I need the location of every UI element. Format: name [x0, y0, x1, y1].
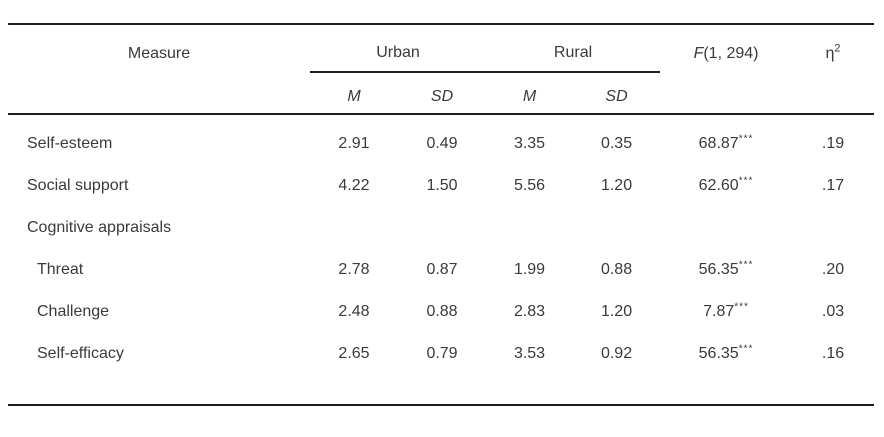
urban-m-cell: 2.78: [338, 261, 370, 278]
rural-sd-label: SD: [605, 88, 628, 105]
urban-sd-label: SD: [430, 88, 454, 105]
significance-stars: ***: [734, 301, 749, 313]
rural-sd-cell: [573, 207, 660, 249]
significance-stars: ***: [738, 343, 754, 355]
f-value-cell: 56.35***: [660, 333, 792, 405]
anova-results-table: Measure Urban Rural F(1, 294) η2 M SD M …: [8, 23, 875, 406]
header-spacer-eta: [792, 72, 875, 115]
eta-exponent: 2: [834, 42, 841, 55]
eta-squared-cell: [792, 207, 874, 249]
header-eta-squared: η2: [792, 24, 874, 72]
rural-m-cell: 1.99: [513, 261, 546, 278]
table-body: Self-esteem 2.91 0.49 3.35 0.35 68.87***…: [8, 114, 874, 405]
header-rural-sd: SD: [573, 72, 661, 115]
f-value-cell: 7.87***: [660, 291, 792, 333]
f-degrees-of-freedom: (1, 294): [703, 44, 759, 62]
f-symbol: F: [693, 44, 704, 62]
header-stat-row: M SD M SD: [8, 72, 875, 115]
table-row-self-esteem: Self-esteem 2.91 0.49 3.35 0.35 68.87***…: [8, 114, 874, 165]
eta-symbol: η: [825, 44, 835, 62]
f-value: 68.87: [698, 135, 739, 152]
rural-m-cell: 3.35: [513, 135, 546, 152]
f-value: 56.35: [698, 261, 739, 278]
f-value-cell: 62.60***: [660, 165, 792, 207]
rural-sd-cell: 1.20: [600, 303, 633, 320]
urban-m-cell: 2.65: [338, 345, 370, 362]
header-spacer-measure: [8, 72, 310, 115]
eta-squared-cell: .19: [821, 135, 845, 152]
rural-group-label: Rural: [553, 44, 593, 61]
table-row-challenge: Challenge 2.48 0.88 2.83 1.20 7.87*** .0…: [8, 291, 874, 333]
measure-cell: Self-efficacy: [37, 345, 124, 362]
f-value: 56.35: [698, 345, 739, 362]
rural-m-label: M: [522, 88, 537, 105]
urban-m-cell: 2.48: [338, 303, 370, 320]
significance-stars: ***: [738, 259, 754, 271]
measure-cell: Challenge: [37, 303, 110, 320]
f-value-cell: 68.87***: [660, 114, 792, 165]
f-value: 7.87: [703, 303, 735, 320]
measure-cell: Self-esteem: [27, 135, 113, 152]
eta-squared-cell: .17: [821, 177, 845, 194]
table-row-self-efficacy: Self-efficacy 2.65 0.79 3.53 0.92 56.35*…: [8, 333, 874, 405]
table-row-cognitive-appraisals: Cognitive appraisals: [8, 207, 874, 249]
header-urban-sd: SD: [398, 72, 487, 115]
significance-stars: ***: [738, 175, 754, 187]
header-spacer-f: [660, 72, 793, 115]
urban-m-label: M: [347, 88, 361, 105]
eta-squared-cell: .03: [821, 303, 845, 320]
eta-squared-cell: .16: [821, 345, 845, 362]
rural-m-cell: 5.56: [513, 177, 546, 194]
significance-stars: ***: [738, 133, 754, 145]
urban-sd-cell: 0.87: [426, 261, 458, 278]
f-value: 62.60: [698, 177, 739, 194]
header-group-row: Measure Urban Rural F(1, 294) η2: [8, 24, 874, 73]
f-value-cell: 56.35***: [660, 249, 792, 291]
urban-sd-cell: 0.79: [426, 345, 458, 362]
results-table-container: Measure Urban Rural F(1, 294) η2 M SD M …: [8, 23, 875, 406]
urban-m-cell: 2.91: [338, 135, 370, 152]
table-header: Measure Urban Rural F(1, 294) η2 M SD M …: [8, 24, 875, 115]
urban-m-cell: [310, 207, 398, 249]
header-group-rural: Rural: [486, 24, 661, 73]
rural-sd-cell: 0.88: [600, 261, 633, 278]
urban-m-cell: 4.22: [338, 177, 370, 194]
header-f-statistic: F(1, 294): [660, 24, 792, 72]
measure-cell: Social support: [27, 177, 129, 194]
urban-sd-cell: 0.88: [426, 303, 458, 320]
urban-sd-cell: [398, 207, 486, 249]
table-row-threat: Threat 2.78 0.87 1.99 0.88 56.35*** .20: [8, 249, 874, 291]
measure-section-cell: Cognitive appraisals: [27, 219, 172, 236]
table-row-social-support: Social support 4.22 1.50 5.56 1.20 62.60…: [8, 165, 874, 207]
urban-group-label: Urban: [376, 44, 420, 61]
header-urban-m: M: [310, 72, 398, 115]
rural-m-cell: [486, 207, 573, 249]
measure-cell: Threat: [37, 261, 84, 278]
eta-squared-cell: .20: [821, 261, 845, 278]
header-measure-label: Measure: [127, 44, 191, 62]
rural-m-cell: 3.53: [513, 345, 546, 362]
header-measure: Measure: [8, 24, 310, 72]
f-value-cell: [660, 207, 792, 249]
urban-sd-cell: 1.50: [426, 177, 458, 194]
header-group-urban: Urban: [310, 24, 487, 73]
rural-m-cell: 2.83: [513, 303, 546, 320]
rural-sd-cell: 0.92: [600, 345, 633, 362]
urban-sd-cell: 0.49: [426, 135, 458, 152]
rural-sd-cell: 1.20: [600, 177, 633, 194]
rural-sd-cell: 0.35: [600, 135, 633, 152]
header-rural-m: M: [486, 72, 574, 115]
